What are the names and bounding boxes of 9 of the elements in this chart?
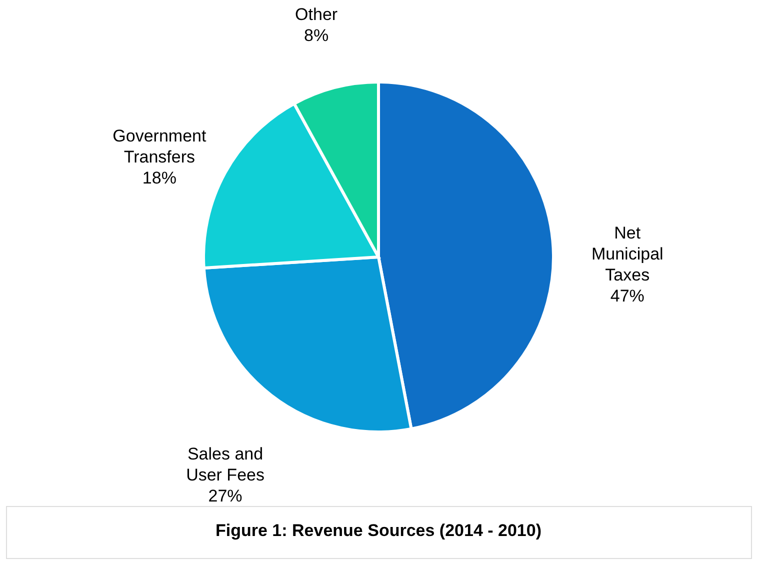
- data-label: 18%: [142, 168, 176, 188]
- slice-label: Net Municipal Taxes: [591, 223, 664, 284]
- data-label: 27%: [208, 486, 242, 506]
- data-label: 47%: [610, 286, 644, 306]
- slice-label: Other: [295, 4, 338, 24]
- slice-label: Sales and User Fees: [186, 444, 264, 485]
- data-label: 8%: [304, 26, 329, 45]
- slice-label: Government Transfers: [112, 126, 206, 167]
- text: Figure 1: Revenue Sources (2014 - 2010): [216, 521, 542, 540]
